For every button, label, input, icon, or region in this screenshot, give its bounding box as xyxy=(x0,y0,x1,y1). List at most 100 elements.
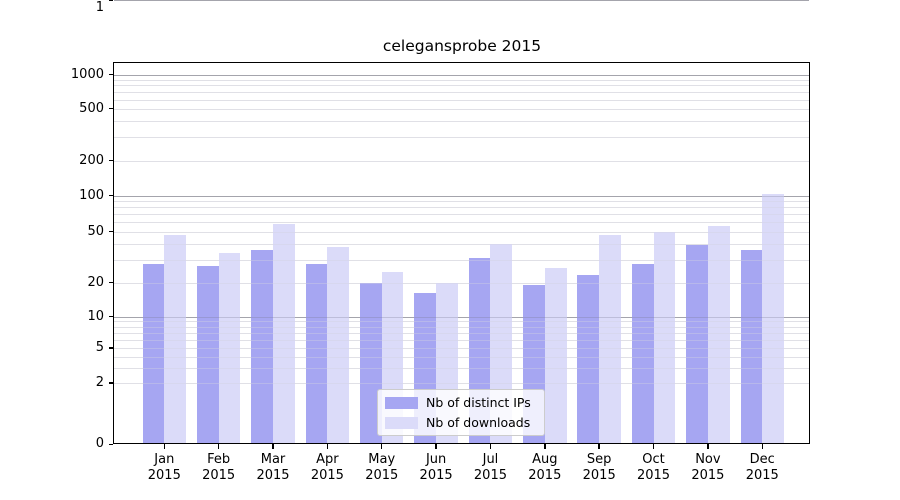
y-gridline-minor-overlay-60 xyxy=(114,222,809,224)
x-tick-mark-dec-2015 xyxy=(761,444,763,449)
bar-downloads-jan-2015 xyxy=(164,234,186,445)
y-tick-mark-200 xyxy=(108,159,113,162)
y-gridline-major-overlay-1 xyxy=(114,0,809,1)
y-gridline-minor-900 xyxy=(114,79,809,81)
y-gridline-minor-overlay-700 xyxy=(114,91,809,93)
y-gridline-minor-overlay-2 xyxy=(114,383,809,384)
y-gridline-minor-800 xyxy=(114,85,809,87)
y-gridline-minor-40 xyxy=(114,243,809,245)
y-gridline-minor-7 xyxy=(114,332,809,334)
y-tick-mark-50 xyxy=(108,230,113,233)
x-tick-label-nov-2015: Nov 2015 xyxy=(691,452,725,483)
legend-swatch-downloads-icon xyxy=(385,416,418,429)
y-tick-mark-500 xyxy=(108,107,113,110)
y-gridline-minor-200 xyxy=(114,160,809,162)
legend-entry-downloads: Nb of downloads xyxy=(385,414,537,431)
x-tick-label-mar-2015: Mar 2015 xyxy=(256,452,290,483)
x-tick-label-apr-2015: Apr 2015 xyxy=(310,452,344,483)
y-gridline-minor-700 xyxy=(114,91,809,93)
bar-downloads-aug-2015 xyxy=(544,267,567,445)
y-gridline-minor-60 xyxy=(114,222,809,224)
y-tick-label-1: 1 xyxy=(95,0,104,15)
y-tick-label-100: 100 xyxy=(79,187,104,203)
y-gridline-major-overlay-100 xyxy=(114,195,809,197)
bar-downloads-dec-2015 xyxy=(762,193,784,445)
y-tick-mark-5 xyxy=(108,347,113,349)
x-tick-mark-feb-2015 xyxy=(217,444,220,449)
y-gridline-minor-70 xyxy=(114,214,809,216)
y-tick-label-20: 20 xyxy=(87,274,104,290)
y-tick-label-2: 2 xyxy=(95,375,104,390)
bar-downloads-feb-2015 xyxy=(218,252,241,445)
y-gridline-minor-50 xyxy=(114,231,809,233)
x-tick-mark-oct-2015 xyxy=(652,444,655,449)
y-gridline-minor-8 xyxy=(114,326,809,328)
bar-distinct-ips-apr-2015 xyxy=(305,263,328,445)
y-gridline-minor-90 xyxy=(114,200,809,202)
y-gridline-minor-5 xyxy=(114,348,809,349)
x-tick-label-jan-2015: Jan 2015 xyxy=(147,452,181,483)
bar-distinct-ips-feb-2015 xyxy=(196,265,219,445)
y-gridline-minor-overlay-800 xyxy=(114,85,809,87)
legend-label-distinct-ips: Nb of distinct IPs xyxy=(426,395,531,410)
y-tick-label-50: 50 xyxy=(87,223,104,239)
x-tick-label-aug-2015: Aug 2015 xyxy=(528,452,562,483)
y-gridline-minor-80 xyxy=(114,207,809,209)
legend-swatch-distinct-ips-icon xyxy=(385,396,418,409)
x-tick-mark-jan-2015 xyxy=(163,444,165,449)
legend: Nb of distinct IPs Nb of downloads xyxy=(377,389,545,436)
y-tick-mark-20 xyxy=(108,281,113,284)
y-gridline-minor-overlay-40 xyxy=(114,243,809,245)
y-tick-mark-100 xyxy=(108,194,113,197)
y-tick-label-5: 5 xyxy=(95,340,104,355)
x-tick-mark-may-2015 xyxy=(381,444,383,449)
y-gridline-minor-overlay-900 xyxy=(114,79,809,81)
y-gridline-minor-overlay-8 xyxy=(114,326,809,328)
x-tick-label-oct-2015: Oct 2015 xyxy=(636,452,671,483)
y-tick-label-10: 10 xyxy=(87,308,104,324)
x-tick-label-may-2015: May 2015 xyxy=(365,452,399,483)
y-gridline-minor-overlay-200 xyxy=(114,160,809,162)
y-gridline-major-overlay-1000 xyxy=(114,74,809,76)
y-gridline-minor-overlay-7 xyxy=(114,332,809,334)
y-gridline-major-1000 xyxy=(114,74,809,76)
x-tick-label-jul-2015: Jul 2015 xyxy=(473,452,507,483)
y-tick-label-200: 200 xyxy=(79,152,104,168)
y-gridline-minor-6 xyxy=(114,339,809,341)
y-gridline-minor-overlay-4 xyxy=(114,356,809,358)
bar-downloads-mar-2015 xyxy=(273,223,295,445)
y-gridline-minor-overlay-3 xyxy=(114,367,809,369)
x-tick-mark-aug-2015 xyxy=(544,444,546,449)
y-gridline-major-10 xyxy=(114,316,809,318)
x-tick-label-jun-2015: Jun 2015 xyxy=(419,452,453,483)
y-gridline-minor-9 xyxy=(114,321,809,323)
y-tick-label-500: 500 xyxy=(79,100,104,116)
y-gridline-minor-20 xyxy=(114,282,809,284)
y-gridline-minor-overlay-9 xyxy=(114,321,809,323)
y-gridline-minor-overlay-70 xyxy=(114,214,809,216)
bar-distinct-ips-jan-2015 xyxy=(142,263,165,445)
x-tick-mark-sep-2015 xyxy=(598,444,600,449)
y-gridline-minor-overlay-30 xyxy=(114,259,809,261)
y-tick-mark-1000 xyxy=(108,73,113,76)
legend-entry-distinct-ips: Nb of distinct IPs xyxy=(385,394,537,411)
y-gridline-minor-overlay-300 xyxy=(114,137,809,139)
y-gridline-minor-300 xyxy=(114,137,809,139)
y-gridline-minor-500 xyxy=(114,108,809,110)
x-tick-mark-apr-2015 xyxy=(326,444,329,449)
bar-distinct-ips-nov-2015 xyxy=(686,245,708,445)
x-tick-mark-nov-2015 xyxy=(707,444,709,449)
y-gridline-minor-overlay-6 xyxy=(114,339,809,341)
bar-downloads-oct-2015 xyxy=(653,231,676,445)
plot-frame xyxy=(113,62,810,444)
bar-downloads-apr-2015 xyxy=(327,246,350,445)
bar-downloads-sep-2015 xyxy=(599,234,621,445)
y-gridline-major-100 xyxy=(114,195,809,197)
y-gridline-minor-overlay-5 xyxy=(114,348,809,349)
y-gridline-major-1 xyxy=(114,0,809,1)
y-gridline-minor-overlay-20 xyxy=(114,282,809,284)
legend-label-downloads: Nb of downloads xyxy=(426,415,531,430)
bar-downloads-nov-2015 xyxy=(707,225,730,445)
bar-distinct-ips-mar-2015 xyxy=(251,249,273,445)
